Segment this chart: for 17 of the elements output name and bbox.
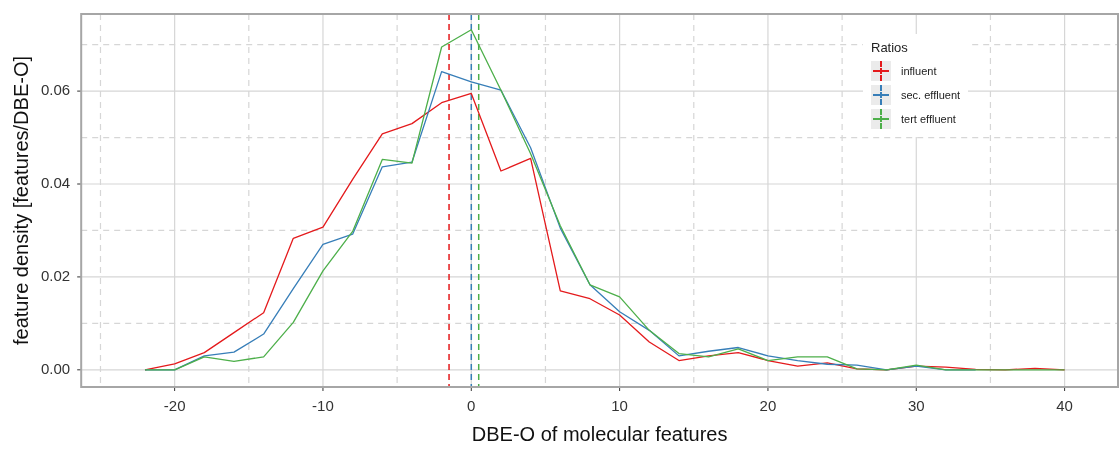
y-tick-label: 0.00 [40,359,71,377]
legend-label: sec. effluent [901,89,961,101]
x-tick-label: 20 [759,397,777,415]
y-axis-title: feature density [features/DBE-O] [9,55,32,346]
y-tick-label: 0.06 [40,81,71,99]
legend-title: Ratios [871,40,909,55]
x-axis-title: DBE-O of molecular features [471,422,728,445]
x-tick-label: -10 [312,397,334,415]
y-tick-label: 0.02 [40,267,71,285]
legend-label: tert effluent [901,113,956,125]
x-tick-label: 30 [907,397,925,415]
y-tick-label: 0.04 [40,174,71,192]
x-tick-label: 0 [467,397,476,415]
x-tick-label: -20 [163,397,186,415]
x-tick-label: 10 [611,397,628,415]
x-tick-label: 40 [1056,397,1073,415]
legend-label: influent [901,65,937,77]
